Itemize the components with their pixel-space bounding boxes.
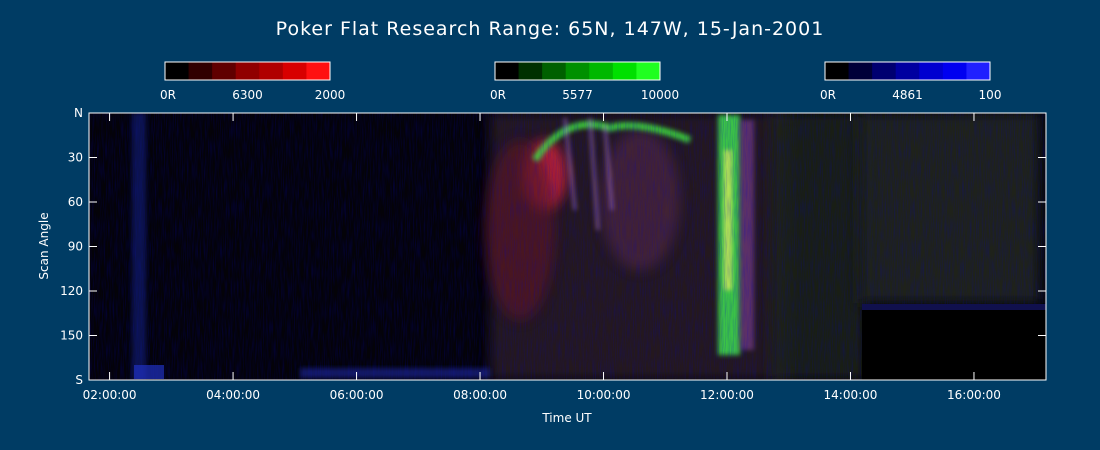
- y-tick-label: 150: [60, 329, 83, 343]
- colorbar-name-label: 5577: [562, 88, 593, 102]
- colorbar-frame: [494, 61, 661, 81]
- y-tick-label: 60: [68, 195, 83, 209]
- x-axis-label: Time UT: [541, 411, 592, 425]
- colorbar-swatch: [188, 62, 213, 80]
- colorbar-swatch: [282, 62, 307, 80]
- colorbar-min-label: 0R: [820, 88, 836, 102]
- colorbar-swatch: [518, 62, 543, 80]
- colorbar-min-label: 0R: [160, 88, 176, 102]
- colorbar-swatch: [612, 62, 637, 80]
- y-tick-label: N: [74, 106, 83, 120]
- blue-noise-strip-early: [132, 113, 146, 380]
- x-tick-label: 06:00:00: [330, 388, 384, 402]
- colorbar-max-label: 100: [979, 88, 1002, 102]
- y-tick-label: 90: [68, 240, 83, 254]
- colorbar-swatch: [306, 62, 331, 80]
- colorbar-swatch: [542, 62, 567, 80]
- colorbar-group: 0R 6300 2000 0R 5577 10000 0R 4861 100: [160, 61, 1002, 102]
- colorbar-max-label: 10000: [641, 88, 679, 102]
- colorbar-5577: 0R 5577 10000: [490, 61, 679, 102]
- colorbar-swatch: [872, 62, 897, 80]
- colorbar-swatch: [259, 62, 284, 80]
- colorbar-swatch: [825, 62, 850, 80]
- y-tick-label: 120: [60, 284, 83, 298]
- y-tick-label: S: [75, 373, 83, 387]
- colorbar-swatch: [235, 62, 260, 80]
- chart-title: Poker Flat Research Range: 65N, 147W, 15…: [275, 18, 825, 40]
- x-tick-label: 08:00:00: [453, 388, 507, 402]
- colorbar-swatch: [895, 62, 920, 80]
- keogram-image: [89, 113, 1046, 380]
- colorbar-max-label: 2000: [315, 88, 346, 102]
- colorbar-min-label: 0R: [490, 88, 506, 102]
- colorbar-4861: 0R 4861 100: [820, 61, 1002, 102]
- x-tick-label: 02:00:00: [83, 388, 137, 402]
- x-tick-label: 04:00:00: [206, 388, 260, 402]
- y-axis-label: Scan Angle: [37, 212, 51, 279]
- colorbar-swatch: [212, 62, 237, 80]
- no-data-region: [862, 304, 1046, 380]
- colorbar-swatch: [636, 62, 661, 80]
- colorbar-name-label: 4861: [892, 88, 923, 102]
- colorbar-swatch: [919, 62, 944, 80]
- colorbar-swatch: [495, 62, 520, 80]
- blue-noise-bottom-2: [300, 368, 490, 378]
- colorbar-frame: [164, 61, 331, 81]
- colorbar-swatch: [565, 62, 590, 80]
- colorbar-6300: 0R 6300 2000: [160, 61, 346, 102]
- axes-group: 02:00:00 04:00:00 06:00:00 08:00:00 10:00:00…: [60, 106, 1046, 402]
- x-tick-label: 14:00:00: [824, 388, 878, 402]
- colorbar-swatch: [165, 62, 190, 80]
- colorbar-frame: [824, 61, 991, 81]
- blue-noise-bottom: [134, 365, 164, 379]
- colorbar-swatch: [966, 62, 991, 80]
- x-tick-label: 12:00:00: [700, 388, 754, 402]
- colorbar-name-label: 6300: [232, 88, 263, 102]
- colorbar-swatch: [942, 62, 967, 80]
- x-tick-label: 16:00:00: [947, 388, 1001, 402]
- colorbar-swatch: [589, 62, 614, 80]
- x-tick-label: 10:00:00: [577, 388, 631, 402]
- colorbar-swatch: [848, 62, 873, 80]
- y-tick-label: 30: [68, 151, 83, 165]
